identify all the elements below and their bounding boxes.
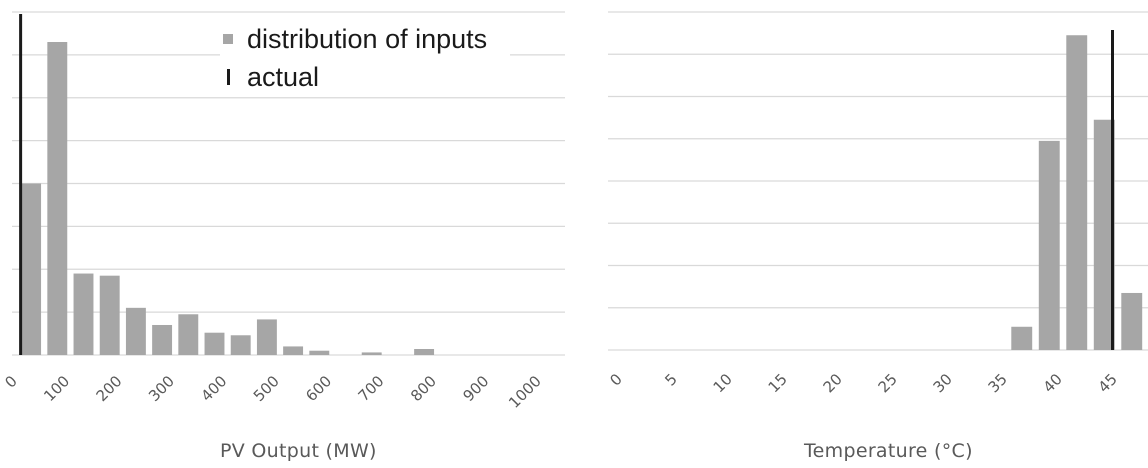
pv-output-bar xyxy=(47,42,68,355)
temperature-tick-label: 5 xyxy=(661,370,680,389)
pv-output-bar xyxy=(178,314,199,355)
pv-output-tick-label: 600 xyxy=(302,372,335,405)
pv-output-tick-label: 900 xyxy=(459,372,492,405)
pv-output-tick-label: 400 xyxy=(197,372,230,405)
pv-output-bar xyxy=(256,319,277,355)
temperature-tick-label: 20 xyxy=(820,370,846,396)
pv-output-axis-title: PV Output (MW) xyxy=(220,440,377,462)
pv-output-bar xyxy=(361,352,382,355)
temperature-bar xyxy=(1038,140,1060,350)
pv-output-bar xyxy=(125,307,146,355)
pv-output-tick-label: 500 xyxy=(250,372,283,405)
temperature-tick-label: 30 xyxy=(930,370,956,396)
temperature-tick-label: 40 xyxy=(1040,370,1066,396)
legend-item-distribution: distribution of inputs xyxy=(220,20,510,58)
temperature-axis-title: Temperature (°C) xyxy=(804,440,973,462)
temperature-tick-label: 45 xyxy=(1095,370,1121,396)
legend: distribution of inputs actual xyxy=(220,20,510,96)
temperature-bar xyxy=(1093,119,1115,350)
legend-actual-label: actual xyxy=(247,61,320,92)
pv-output-tick-label: 200 xyxy=(93,372,126,405)
temperature-tick-label: 15 xyxy=(765,370,791,396)
temperature-bar xyxy=(1066,35,1088,351)
pv-output-bar xyxy=(204,332,225,355)
pv-output-bar xyxy=(152,324,173,355)
temperature-tick-label: 35 xyxy=(985,370,1011,396)
pv-output-bar xyxy=(99,275,120,355)
pv-output-bar xyxy=(230,335,251,355)
pv-output-tick-label: 800 xyxy=(407,372,440,405)
temperature-tick-label: 25 xyxy=(875,370,901,396)
pv-output-tick-label: 0 xyxy=(1,372,20,391)
temperature-bar xyxy=(1121,292,1143,350)
temperature-histogram: 0 5 10 15 20 25 30 35 40 45 xyxy=(606,11,1148,396)
temperature-tick-label: 0 xyxy=(606,370,625,389)
pv-output-bar xyxy=(283,346,304,355)
pv-output-tick-label: 1000 xyxy=(505,372,545,412)
temperature-bar xyxy=(1011,326,1033,350)
temperature-tick-label: 10 xyxy=(710,370,736,396)
pv-output-bar xyxy=(309,350,330,355)
pv-output-tick-label: 100 xyxy=(40,372,73,405)
pv-output-tick-label: 700 xyxy=(355,372,388,405)
legend-distribution-label: distribution of inputs xyxy=(247,23,488,54)
pv-output-tick-label: 300 xyxy=(145,372,178,405)
legend-actual-line-icon xyxy=(227,69,230,85)
pv-output-bar xyxy=(73,273,94,355)
pv-output-bar xyxy=(21,183,42,355)
pv-output-bar xyxy=(414,348,435,355)
legend-item-actual: actual xyxy=(220,58,510,96)
legend-bar-swatch-icon xyxy=(223,34,233,44)
